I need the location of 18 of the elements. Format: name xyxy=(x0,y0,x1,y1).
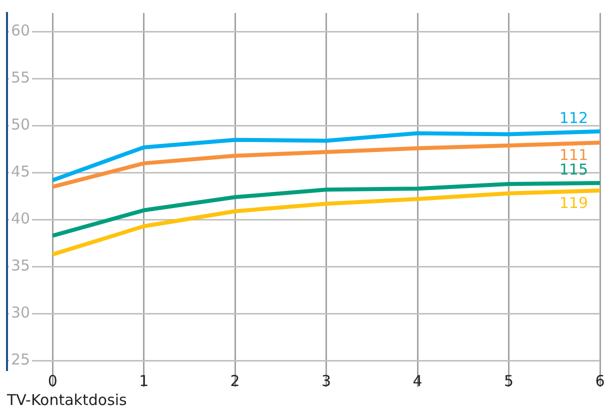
y-tick-label: 55 xyxy=(11,68,30,87)
y-tick-label: 45 xyxy=(11,162,30,181)
x-tick-label: 4 xyxy=(412,372,422,390)
y-tick-label: 40 xyxy=(11,210,30,228)
x-tick-label: 5 xyxy=(504,372,514,390)
x-tick-label: 2 xyxy=(230,372,240,390)
x-tick-label: 3 xyxy=(322,372,332,390)
x-axis-title: TV-Kontaktdosis xyxy=(6,390,128,409)
x-tick-label: 0 xyxy=(48,372,58,390)
y-tick-label: 50 xyxy=(11,116,30,134)
y-tick-label: 35 xyxy=(11,256,30,275)
series-label: 119 xyxy=(559,194,588,212)
x-tick-label: 6 xyxy=(595,372,605,390)
y-tick-label: 60 xyxy=(11,22,30,40)
y-tick-label: 30 xyxy=(11,304,30,322)
series-label: 112 xyxy=(559,108,588,127)
y-tick-label: 25 xyxy=(11,350,30,368)
x-tick-label: 1 xyxy=(139,372,149,390)
